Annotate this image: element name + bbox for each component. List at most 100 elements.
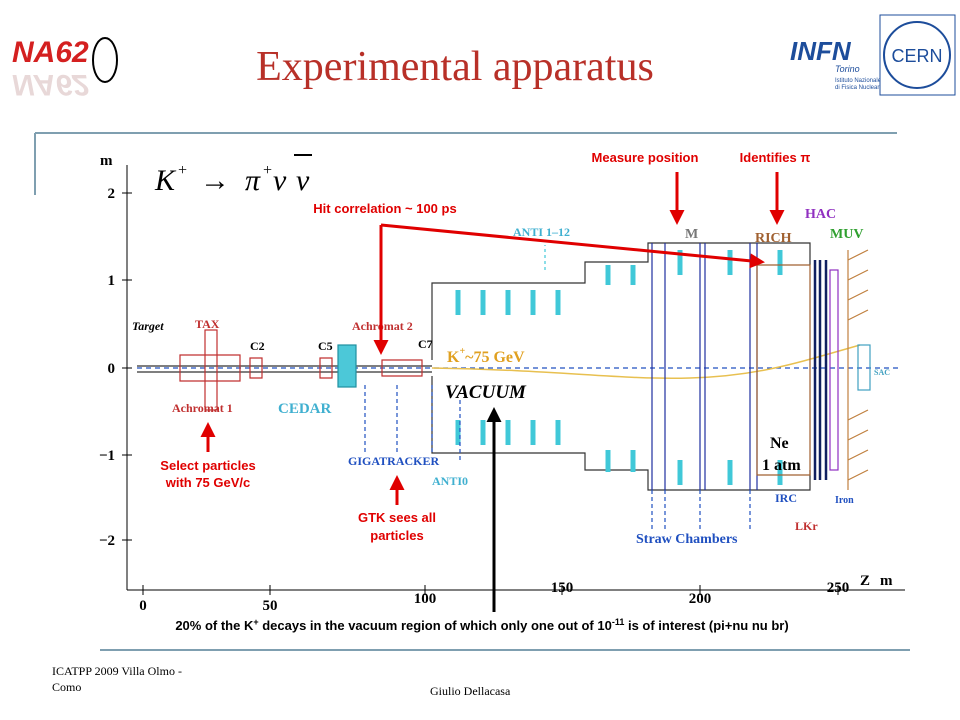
- logo-text: NA62: [12, 36, 89, 69]
- footer-event: ICATPP 2009 Villa Olmo -: [52, 664, 182, 678]
- penguin: [92, 37, 118, 83]
- tick-label: 0: [139, 598, 147, 614]
- rich: [756, 264, 811, 476]
- slide-title: Experimental apparatus: [256, 44, 654, 90]
- label: Achromat 1: [172, 401, 233, 415]
- cern-logo: CERN: [879, 14, 956, 96]
- infn-logo: INFN Torino Istituto Nazionale di Fisica…: [790, 36, 883, 91]
- label: LKr: [795, 519, 818, 533]
- footer-event: Como: [52, 680, 81, 694]
- label: C2: [250, 339, 265, 353]
- hac: [829, 269, 839, 471]
- pion-track: [431, 344, 861, 379]
- annotation: GTK sees all: [358, 510, 436, 525]
- cedar: [337, 344, 357, 388]
- cern-text: CERN: [891, 46, 942, 66]
- formula: K + → π + ν ν: [154, 154, 312, 197]
- label-part: +: [459, 346, 465, 357]
- na62-logo: NA62 NA62: [12, 36, 118, 101]
- tick-label: 100: [414, 591, 437, 607]
- label: RICH: [755, 231, 792, 246]
- label: K+~75 GeV: [447, 346, 525, 366]
- annotation: Select particles: [160, 458, 255, 473]
- tick-label: 250: [827, 580, 850, 596]
- label: Target: [132, 319, 164, 333]
- axis-label: m: [100, 153, 113, 169]
- label: C7: [418, 337, 433, 351]
- tick-label: 50: [263, 598, 278, 614]
- note-part: 20% of the K: [175, 618, 254, 633]
- formula-part: K: [154, 164, 177, 197]
- label: C5: [318, 339, 333, 353]
- cern-circle: [883, 21, 951, 89]
- iron: [847, 249, 869, 490]
- label: MUV: [830, 227, 863, 242]
- axis-unit: m: [880, 573, 893, 589]
- annotation-arrows: [200, 172, 785, 612]
- straw-chambers: [651, 243, 758, 490]
- formula-part: ν: [273, 164, 287, 197]
- straw-leaders: [651, 490, 751, 530]
- tick-label: −2: [99, 533, 115, 549]
- label: Ne: [770, 435, 789, 452]
- label: Iron: [835, 495, 854, 506]
- annotation: Identifies π: [740, 150, 811, 165]
- formula-part: +: [177, 162, 188, 179]
- tick-label: 1: [108, 273, 116, 289]
- axis-label: Z: [860, 573, 870, 589]
- anti-vetos: [455, 250, 783, 485]
- tick-label: 200: [689, 591, 712, 607]
- label: 1 atm: [762, 457, 801, 474]
- annotation: Measure position: [592, 150, 699, 165]
- lkr: [813, 260, 828, 480]
- tick-label: −1: [99, 448, 115, 464]
- formula-part: →: [200, 164, 230, 197]
- magnets: [179, 354, 423, 382]
- beam-pipe: [137, 365, 432, 373]
- label: M: [685, 227, 698, 242]
- label: ANTI 1–12: [513, 225, 570, 239]
- formula-part: π: [245, 164, 261, 197]
- label: TAX: [195, 317, 220, 331]
- label: SAC: [874, 368, 890, 377]
- infn-sub: di Fisica Nucleare: [835, 85, 883, 91]
- annotation: particles: [370, 528, 423, 543]
- tax: [204, 329, 218, 411]
- label: Straw Chambers: [636, 532, 738, 547]
- detector-leaders: [364, 385, 461, 462]
- tick-marks: [122, 192, 839, 595]
- note-part: decays in the vacuum region of which onl…: [259, 618, 612, 633]
- arrow: [380, 223, 765, 269]
- cern-frame: [879, 14, 956, 96]
- infn-sub: Istituto Nazionale: [835, 78, 882, 84]
- tick-label: 0: [108, 361, 116, 377]
- note-part: -11: [612, 617, 625, 627]
- label: GIGATRACKER: [348, 454, 439, 468]
- vacuum-tank: [431, 242, 811, 491]
- infn-text: INFN: [790, 36, 852, 66]
- label-part: K: [447, 349, 460, 366]
- sac: [857, 344, 871, 391]
- label: VACUUM: [445, 382, 527, 403]
- label: CEDAR: [278, 401, 332, 417]
- annotation: with 75 GeV/c: [165, 475, 251, 490]
- formula-part: ν: [296, 164, 310, 197]
- label: HAC: [805, 207, 836, 222]
- tick-label: 2: [108, 186, 116, 202]
- logo-reflection: NA62: [12, 68, 89, 101]
- label: ANTI0: [432, 474, 468, 488]
- formula-part: +: [262, 162, 273, 179]
- note-part: is of interest (pi+nu nu br): [624, 618, 788, 633]
- annotation: Hit correlation ~ 100 ps: [313, 201, 456, 216]
- apparatus: [137, 242, 900, 530]
- tick-label: 150: [551, 580, 574, 596]
- component-labels: Target TAX C2 C5 Achromat 2 C7 Achromat …: [132, 207, 890, 547]
- footer-author: Giulio Dellacasa: [430, 684, 511, 698]
- axes: [122, 165, 905, 595]
- infn-city: Torino: [835, 64, 860, 74]
- note-part: +: [253, 617, 258, 627]
- label: IRC: [775, 491, 797, 505]
- label-part: ~75 GeV: [465, 349, 525, 366]
